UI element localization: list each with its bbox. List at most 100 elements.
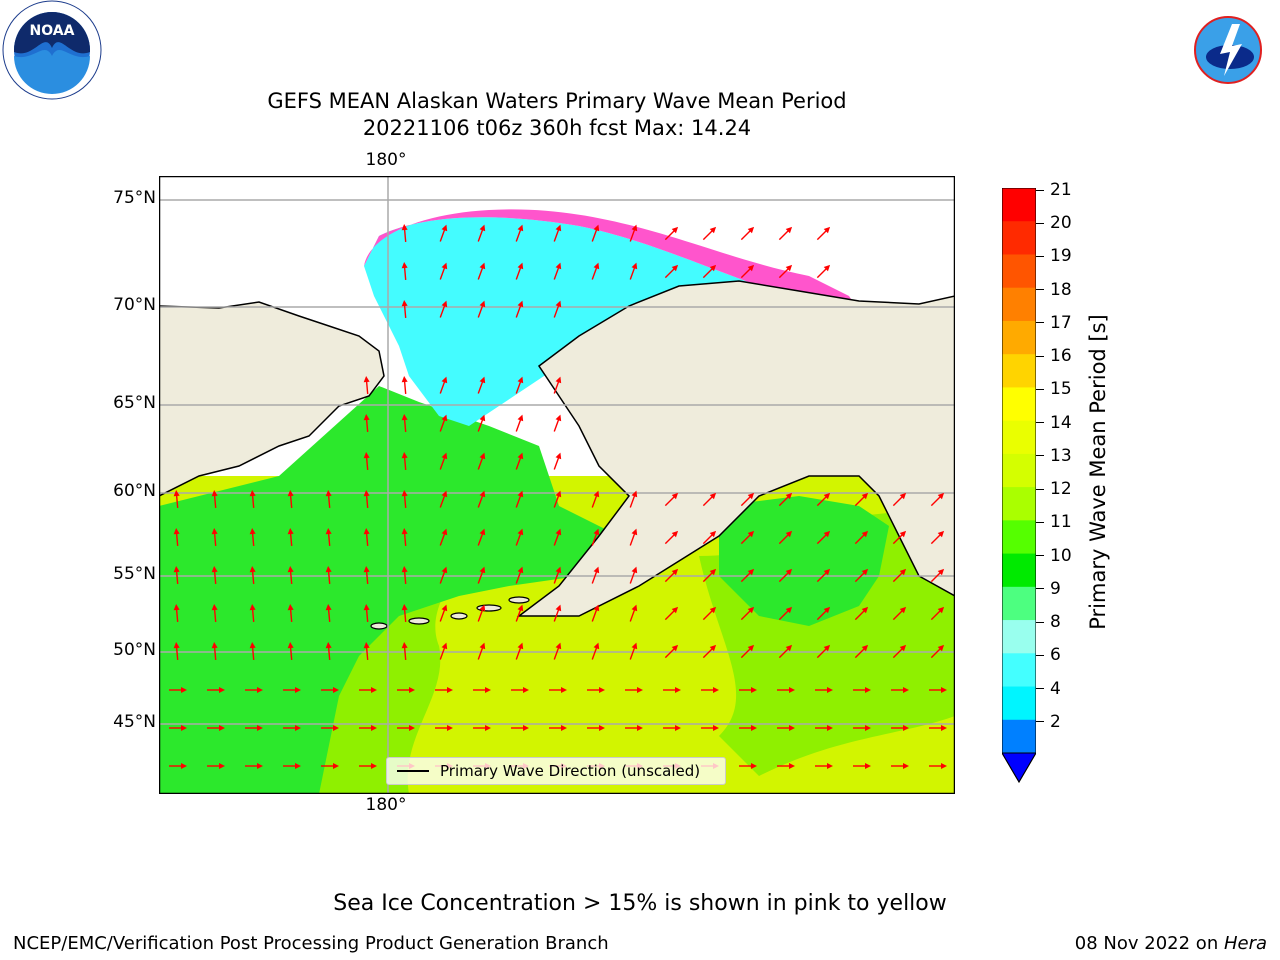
wave-arrow: [511, 725, 529, 731]
colorbar-segment: [1002, 354, 1036, 388]
lat-label-45: 45°N: [113, 712, 156, 732]
wave-arrow: [363, 452, 370, 471]
colorbar-tick: 13: [1036, 446, 1072, 466]
wave-arrow: [363, 376, 370, 395]
wave-arrow: [325, 490, 332, 509]
wave-arrow: [359, 725, 377, 731]
wave-arrow: [211, 604, 218, 623]
wave-arrow: [815, 687, 833, 693]
wave-arrow: [287, 528, 294, 547]
lat-label-55: 55°N: [113, 564, 156, 584]
wave-arrow: [439, 566, 448, 584]
wave-arrow: [549, 687, 567, 693]
footer-date-text: 08 Nov 2022 on: [1074, 933, 1224, 954]
wave-arrow: [777, 763, 795, 769]
colorbar-ticks: 21 20 19 18 17 16 15 14 13 12 11 10 9 8 6 4 2: [1036, 180, 1096, 780]
colorbar-tick: 8: [1036, 612, 1061, 632]
colorbar-segment: [1002, 553, 1036, 588]
wave-arrow: [325, 642, 332, 661]
wave-arrow: [397, 687, 415, 693]
wave-arrow: [477, 566, 486, 584]
wave-arrow: [477, 376, 486, 394]
wave-arrow: [553, 224, 562, 242]
colorbar-tick: 14: [1036, 413, 1072, 433]
wave-arrow: [283, 763, 301, 769]
wave-arrow: [321, 725, 339, 731]
wave-arrow: [169, 687, 187, 693]
map-canvas: [158, 175, 956, 795]
wave-arrow: [363, 566, 370, 585]
wave-arrow: [283, 725, 301, 731]
wave-arrow: [591, 262, 600, 280]
wave-arrow: [777, 687, 795, 693]
colorbar-tick: 16: [1036, 346, 1072, 366]
wave-arrow: [439, 528, 448, 546]
wave-arrow: [477, 262, 486, 280]
wave-arrow: [363, 604, 370, 623]
wave-arrow: [477, 642, 486, 660]
wave-arrow: [245, 725, 263, 731]
wave-arrow: [515, 642, 524, 660]
wave-arrow: [477, 604, 486, 622]
land-alaska: [516, 280, 955, 617]
wave-arrow: [249, 604, 256, 623]
wave-arrow: [245, 687, 263, 693]
colorbar-tick: 9: [1036, 579, 1061, 599]
wave-arrow: [891, 725, 909, 731]
colorbar-segment: [1002, 487, 1036, 521]
chart-title: GEFS MEAN Alaskan Waters Primary Wave Me…: [267, 89, 847, 113]
wave-arrow: [321, 763, 339, 769]
colorbar-tick: 4: [1036, 679, 1061, 699]
wave-arrow: [553, 642, 562, 660]
wave-arrow: [515, 528, 524, 546]
colorbar-tick: 6: [1036, 645, 1061, 665]
wave-arrow: [287, 604, 294, 623]
wave-arrow: [401, 300, 408, 319]
wave-arrow: [629, 224, 638, 242]
wave-arrow: [321, 687, 339, 693]
wave-arrow: [169, 725, 187, 731]
wave-arrow: [663, 687, 681, 693]
wave-arrow: [553, 262, 562, 280]
colorbar-tick: 15: [1036, 379, 1072, 399]
wave-arrow: [553, 452, 562, 470]
wave-arrow: [477, 414, 486, 432]
wave-arrow: [515, 300, 524, 318]
land-siberia: [159, 301, 385, 497]
wave-arrow: [439, 262, 448, 280]
wave-arrow: [701, 687, 719, 693]
wave-arrow: [173, 566, 180, 585]
wave-arrow: [397, 725, 415, 731]
wave-arrow: [701, 725, 719, 731]
wave-arrow: [739, 763, 757, 769]
wave-arrow: [629, 604, 638, 622]
legend-line: [397, 770, 429, 772]
wave-arrow: [207, 687, 225, 693]
colorbar-tick: 2: [1036, 712, 1061, 732]
wave-arrow: [249, 642, 256, 661]
wave-arrow: [777, 725, 795, 731]
wave-arrow: [629, 490, 638, 508]
wave-arrow: [739, 725, 757, 731]
wave-arrow: [929, 687, 947, 693]
wave-arrow: [515, 224, 524, 242]
wave-arrow: [629, 262, 638, 280]
wave-arrow: [439, 414, 448, 432]
wave-arrow: [553, 414, 562, 432]
lon-label-bottom: 180°: [365, 795, 407, 815]
wave-arrow: [363, 414, 370, 433]
wave-arrow: [211, 490, 218, 509]
wave-arrow: [629, 528, 638, 546]
colorbar-tick: 19: [1036, 246, 1072, 266]
wave-arrow: [435, 725, 453, 731]
wave-arrow: [591, 642, 600, 660]
wave-arrow: [401, 414, 408, 433]
wave-arrow: [663, 725, 681, 731]
wave-arrow: [629, 566, 638, 584]
footer-date: 08 Nov 2022 on Hera: [1075, 933, 1267, 954]
footer-credit: NCEP/EMC/Verification Post Processing Pr…: [13, 933, 609, 954]
wave-arrow: [245, 763, 263, 769]
colorbar-tick: 18: [1036, 280, 1072, 300]
wave-arrow: [435, 687, 453, 693]
colorbar-segment: [1002, 420, 1036, 455]
